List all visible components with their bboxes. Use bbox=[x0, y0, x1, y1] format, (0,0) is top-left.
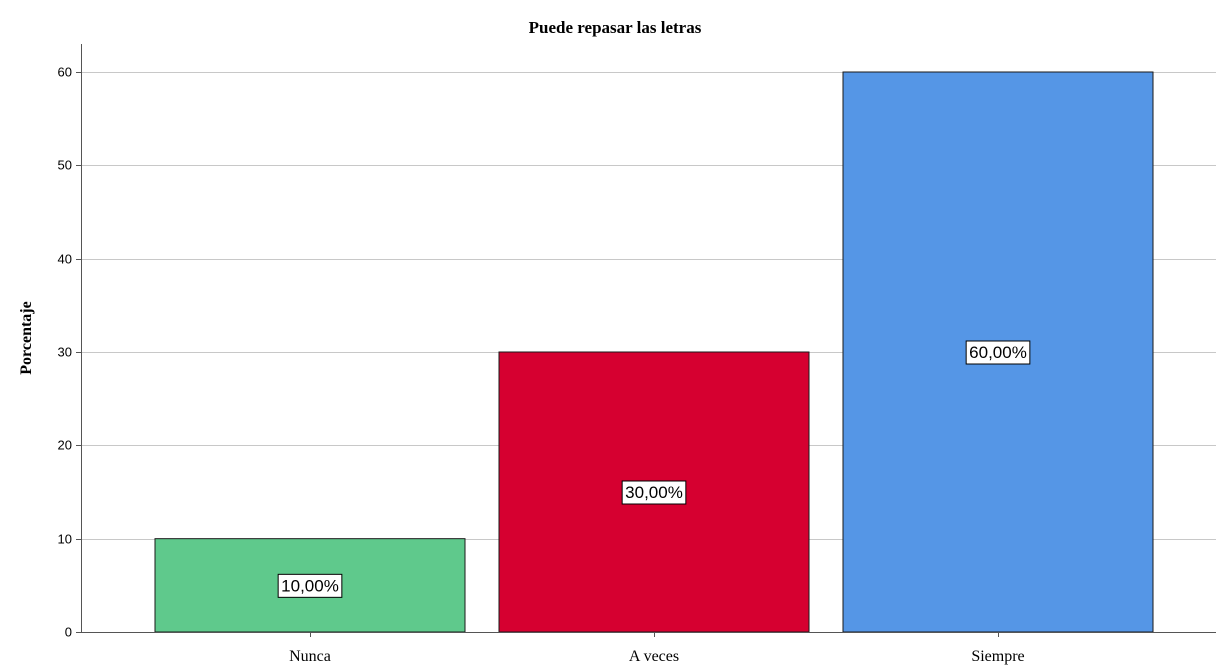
y-tick-label-40: 40 bbox=[58, 252, 72, 267]
data-label-1: 10,00% bbox=[281, 576, 339, 595]
y-tick-label-10: 10 bbox=[58, 532, 72, 547]
y-tick-label-0: 0 bbox=[65, 625, 72, 640]
x-tick-label-3: Siempre bbox=[971, 648, 1024, 665]
chart-title: Puede repasar las letras bbox=[529, 18, 702, 37]
data-label-3: 60,00% bbox=[969, 343, 1027, 362]
y-tick-label-60: 60 bbox=[58, 65, 72, 80]
y-axis-label: Porcentaje bbox=[18, 301, 35, 374]
x-tick-label-1: Nunca bbox=[289, 648, 331, 665]
axis-layer: 0 10 20 30 40 50 60 Nunca A veces Siempre bbox=[58, 44, 1216, 665]
label-layer: 10,00% 30,00% 60,00% bbox=[277, 340, 1031, 598]
y-tick-label-30: 30 bbox=[58, 345, 72, 360]
y-tick-label-20: 20 bbox=[58, 438, 72, 453]
data-label-box-3 bbox=[965, 340, 1031, 365]
x-tick-label-2: A veces bbox=[629, 648, 679, 665]
data-label-2: 30,00% bbox=[625, 483, 683, 502]
data-label-box-1 bbox=[277, 573, 343, 598]
y-tick-label-50: 50 bbox=[58, 158, 72, 173]
data-label-box-2 bbox=[621, 480, 687, 505]
